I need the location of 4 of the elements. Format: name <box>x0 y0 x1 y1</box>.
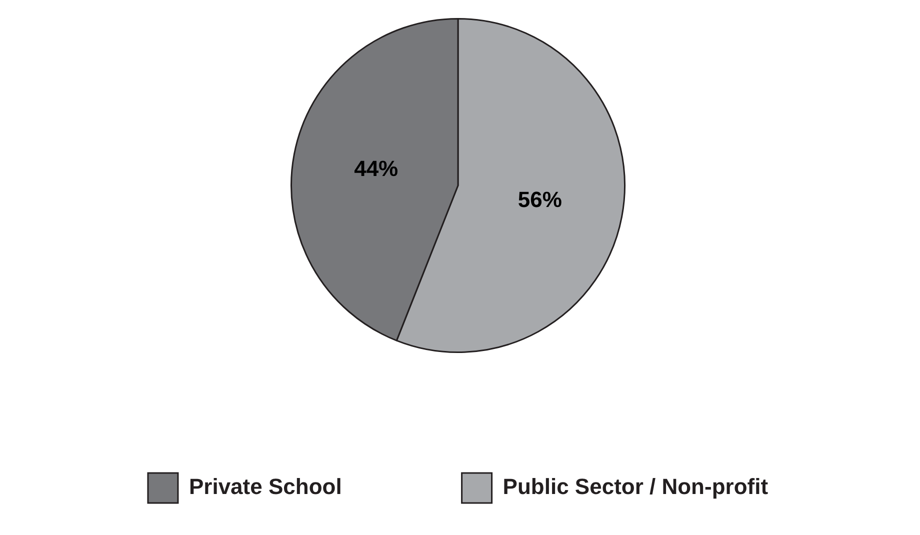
legend-label: Private School <box>188 474 342 500</box>
legend-label: Public Sector / Non-profit <box>502 474 769 500</box>
data-label: 44% <box>354 156 398 181</box>
data-label: 56% <box>518 187 562 212</box>
